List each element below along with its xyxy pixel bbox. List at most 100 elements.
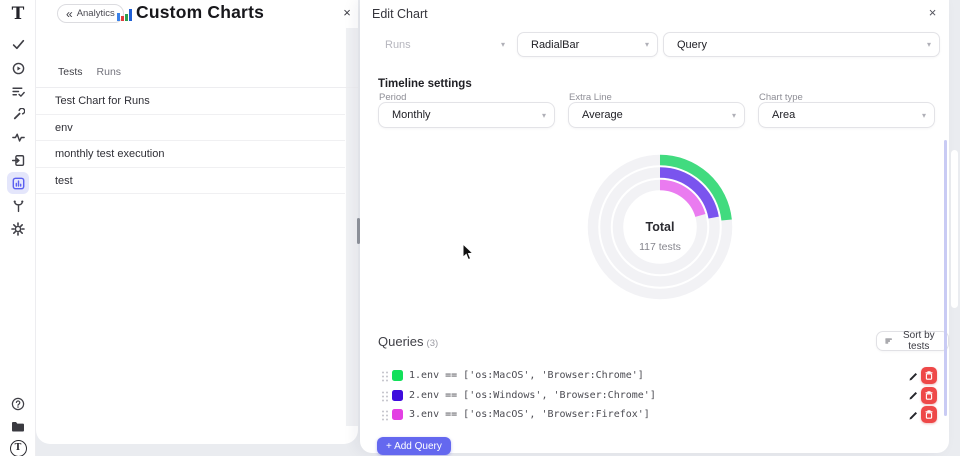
extra-line-select-value: Average [582,109,623,121]
pencil-icon [909,372,917,380]
extra-line-select[interactable]: Average ▾ [568,102,745,128]
bar-chart-icon [117,9,132,21]
query-text: 3.env == ['os:MacOS', 'Browser:Firefox'] [409,409,650,420]
drawer-title: Edit Chart [372,7,428,21]
list-item[interactable]: env [36,114,345,141]
sort-by-tests-button[interactable]: Sort by tests [876,330,949,352]
help-icon [11,397,25,411]
drag-handle-icon[interactable] [381,391,389,402]
chevron-down-icon: ▾ [921,110,926,120]
tab-runs[interactable]: Runs [96,66,122,78]
query-color-swatch [392,409,403,420]
delete-query-button[interactable] [921,406,937,423]
list-item[interactable]: Test Chart for Runs [36,88,345,115]
add-query-button[interactable]: + Add Query [377,437,451,455]
sidebar-item-pulse[interactable] [7,126,29,148]
delete-query-button[interactable] [921,367,937,384]
list-item[interactable]: test [36,167,345,194]
query-color-swatch [392,389,403,401]
period-label: Period [379,92,407,103]
avatar-letter: T [9,439,27,456]
activity-icon [11,133,25,142]
sidebar-item-branches[interactable] [7,195,29,217]
drag-handle-icon[interactable] [381,371,389,382]
query-row: 3.env == ['os:MacOS', 'Browser:Firefox'] [378,406,938,425]
edit-query-button[interactable] [906,389,920,403]
custom-charts-panel: « Analytics Custom Charts × Tests Runs T… [36,0,358,444]
saved-charts-list: Test Chart for Runs env monthly test exe… [36,88,345,194]
sidebar-item-import[interactable] [7,149,29,171]
trash-icon [925,410,933,419]
back-label: Analytics [76,8,115,19]
source-select-value: Runs [385,38,411,51]
sidebar-item-charts-active[interactable] [7,172,29,194]
back-to-analytics-button[interactable]: « Analytics [57,4,124,23]
period-select[interactable]: Monthly ▾ [378,102,555,128]
page-scrollbar-thumb[interactable] [951,150,958,308]
drag-handle-icon[interactable] [381,410,389,421]
sidebar-item-plans[interactable] [7,80,29,102]
app-logo[interactable]: T [7,3,29,25]
source-select[interactable]: Runs ▾ [377,32,513,57]
gear-icon [11,222,25,236]
queries-heading: Queries (3) [378,334,438,349]
delete-query-button[interactable] [921,386,937,404]
pencil-icon [909,411,917,419]
close-drawer-button[interactable]: × [928,5,937,20]
query-text: 2.env == ['os:Windows', 'Browser:Chrome'… [409,389,656,401]
chart-type-select[interactable]: RadialBar ▾ [517,32,658,57]
user-avatar[interactable]: T [7,437,29,456]
queries-count: (3) [426,338,439,349]
list-item[interactable]: monthly test execution [36,141,345,168]
sidebar-rail: T T [0,0,36,456]
edit-chart-drawer: Edit Chart × Runs ▾ RadialBar ▾ Query ▾ … [360,0,949,455]
wrench-icon [13,107,25,119]
chart-type-select-value: RadialBar [531,38,580,51]
chart-box-icon [12,177,24,189]
chevron-down-icon: ▾ [926,40,931,49]
help-button[interactable] [7,393,29,415]
chevron-down-icon: ▾ [541,110,546,120]
tab-tests[interactable]: Tests [58,66,83,78]
chevrons-left-icon: « [66,6,73,21]
timeline-settings-heading: Timeline settings [378,78,472,90]
pencil-icon [909,392,917,400]
timeline-chart-type-select[interactable]: Area ▾ [758,102,935,128]
chevron-down-icon: ▾ [500,40,505,49]
logo-letter: T [11,4,25,24]
query-color-swatch [392,370,403,381]
edit-query-button[interactable] [906,369,920,383]
divider [36,87,358,88]
chart-total-value: 117 tests [639,241,681,253]
timeline-chart-type-value: Area [772,109,796,121]
play-circle-icon [12,62,24,74]
chart-center-label: Total 117 tests [585,220,735,253]
sidebar-item-settings[interactable] [7,218,29,240]
import-box-icon [11,154,24,166]
query-text: 1.env == ['os:MacOS', 'Browser:Chrome'] [409,370,644,381]
list-check-icon [11,87,25,97]
panel-gap [346,28,358,426]
sidebar-item-runs[interactable] [7,57,29,79]
chevron-down-icon: ▾ [731,110,736,120]
branch-icon [13,200,23,212]
query-row: 1.env == ['os:MacOS', 'Browser:Chrome'] [378,367,938,386]
drawer-scrollbar-thumb[interactable] [944,140,947,416]
chevron-down-icon: ▾ [644,40,649,49]
query-row: 2.env == ['os:Windows', 'Browser:Chrome'… [378,386,938,406]
queries-heading-text: Queries [378,334,424,349]
list-tabs: Tests Runs [58,66,121,78]
panel-resize-handle[interactable] [357,218,360,244]
sidebar-item-tools[interactable] [7,103,29,125]
sidebar-item-tests[interactable] [7,33,29,55]
projects-button[interactable] [7,415,29,437]
period-select-value: Monthly [392,109,431,121]
check-icon [12,39,24,49]
trash-icon [925,371,933,380]
page-title: Custom Charts [136,2,265,22]
sort-button-label: Sort by tests [902,330,935,352]
close-panel-button[interactable]: × [343,4,351,20]
edit-query-button[interactable] [906,408,920,422]
data-mode-select[interactable]: Query ▾ [663,32,940,57]
folder-icon [12,421,24,431]
